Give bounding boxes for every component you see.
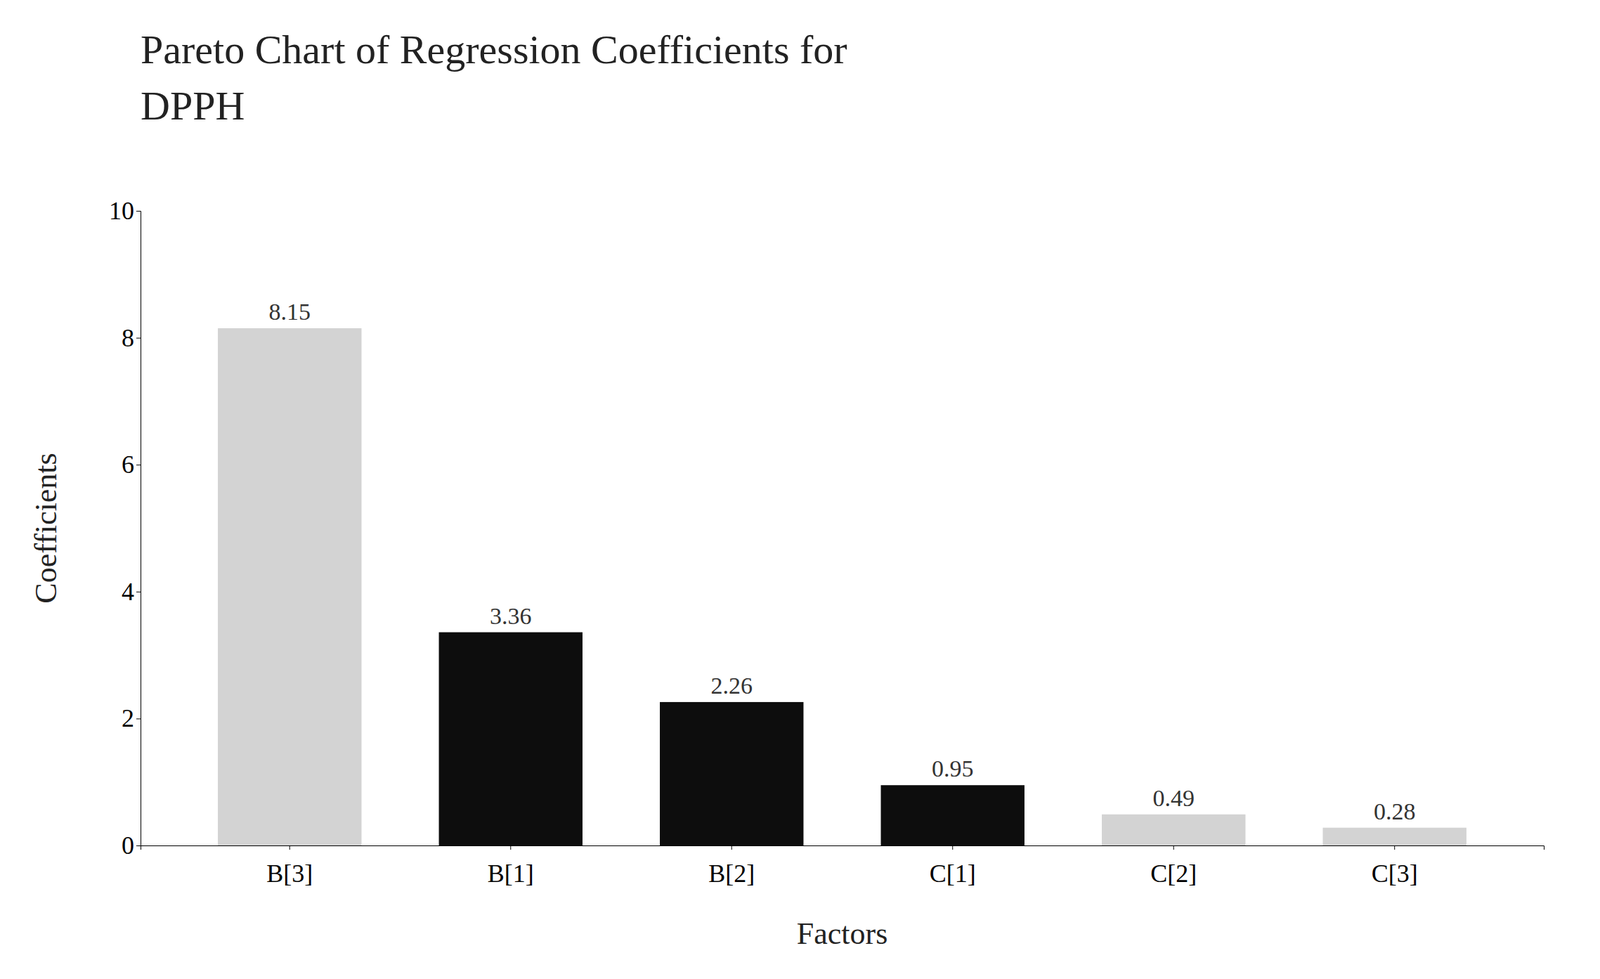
y-tick: 8 — [121, 323, 141, 353]
bar — [217, 328, 362, 846]
y-tick-label: 8 — [121, 323, 135, 353]
title: Pareto Chart of Regression Coefficients … — [140, 26, 848, 73]
y-tick-label: 6 — [121, 450, 135, 479]
x-tick-label: B[1] — [487, 859, 535, 888]
x-tick-mark — [731, 845, 733, 850]
y-tick: 6 — [121, 450, 141, 479]
bar — [1101, 814, 1246, 846]
x-tick: C[1] — [929, 845, 977, 888]
x-tick-mark — [1394, 845, 1395, 850]
bar — [1323, 827, 1467, 846]
y-axis-line — [136, 211, 142, 847]
plot: 8.153.362.260.950.490.280246810B[3]B[1]B… — [108, 196, 1545, 888]
x-tick-label: C[1] — [929, 859, 977, 888]
x-tick-mark — [510, 845, 511, 850]
x-tick: B[2] — [708, 845, 755, 888]
y-tick-label: 10 — [108, 196, 135, 225]
bars — [217, 328, 1467, 846]
y-axis: 0 2 4 6 8 10 — [108, 196, 142, 860]
x-axis-line — [141, 846, 1545, 851]
x-tick-label: B[3] — [266, 859, 313, 888]
bar — [881, 784, 1025, 846]
data-label: 3.36 — [489, 602, 532, 629]
data-label: 0.95 — [931, 755, 974, 782]
data-label: 8.15 — [269, 298, 312, 325]
y-tick-mark — [136, 718, 141, 719]
y-tick: 10 — [108, 196, 141, 225]
y-tick-label: 2 — [121, 704, 135, 733]
y-tick-mark — [136, 845, 141, 847]
x-tick-mark — [289, 845, 291, 850]
y-tick: 4 — [121, 577, 141, 606]
bar — [659, 701, 804, 846]
y-tick-label: 4 — [121, 577, 135, 606]
y-tick-mark — [136, 210, 141, 212]
x-tick-label: C[2] — [1150, 859, 1197, 888]
data-labels: 8.15 3.36 2.26 0.95 0.49 0.28 — [269, 298, 1416, 825]
x-tick-label: B[2] — [708, 859, 755, 888]
data-label: 0.28 — [1373, 798, 1416, 825]
y-tick-mark — [136, 337, 141, 339]
chart: Pareto Chart of Regression Coefficients … — [0, 0, 1600, 979]
x-tick: B[3] — [266, 845, 313, 888]
x-tick: C[3] — [1371, 845, 1419, 888]
y-tick: 0 — [121, 831, 141, 860]
x-axis-title: Factors — [796, 916, 889, 951]
data-label: 2.26 — [711, 672, 753, 699]
y-axis-title: Coefficients — [28, 452, 64, 603]
x-tick: C[2] — [1150, 845, 1197, 888]
bar — [439, 632, 583, 846]
data-label: 0.49 — [1152, 784, 1195, 811]
x-tick-mark — [952, 845, 953, 850]
subtitle: DPPH — [140, 82, 245, 129]
x-axis: B[3] B[1] B[2] C[1] C[2] C[3] — [141, 845, 1545, 888]
x-tick-label: C[3] — [1371, 859, 1419, 888]
x-tick-mark — [1173, 845, 1175, 850]
y-tick-mark — [136, 464, 141, 466]
y-tick-label: 0 — [121, 831, 135, 860]
x-tick: B[1] — [487, 845, 535, 888]
y-tick: 2 — [121, 704, 141, 733]
y-tick-mark — [136, 591, 141, 593]
